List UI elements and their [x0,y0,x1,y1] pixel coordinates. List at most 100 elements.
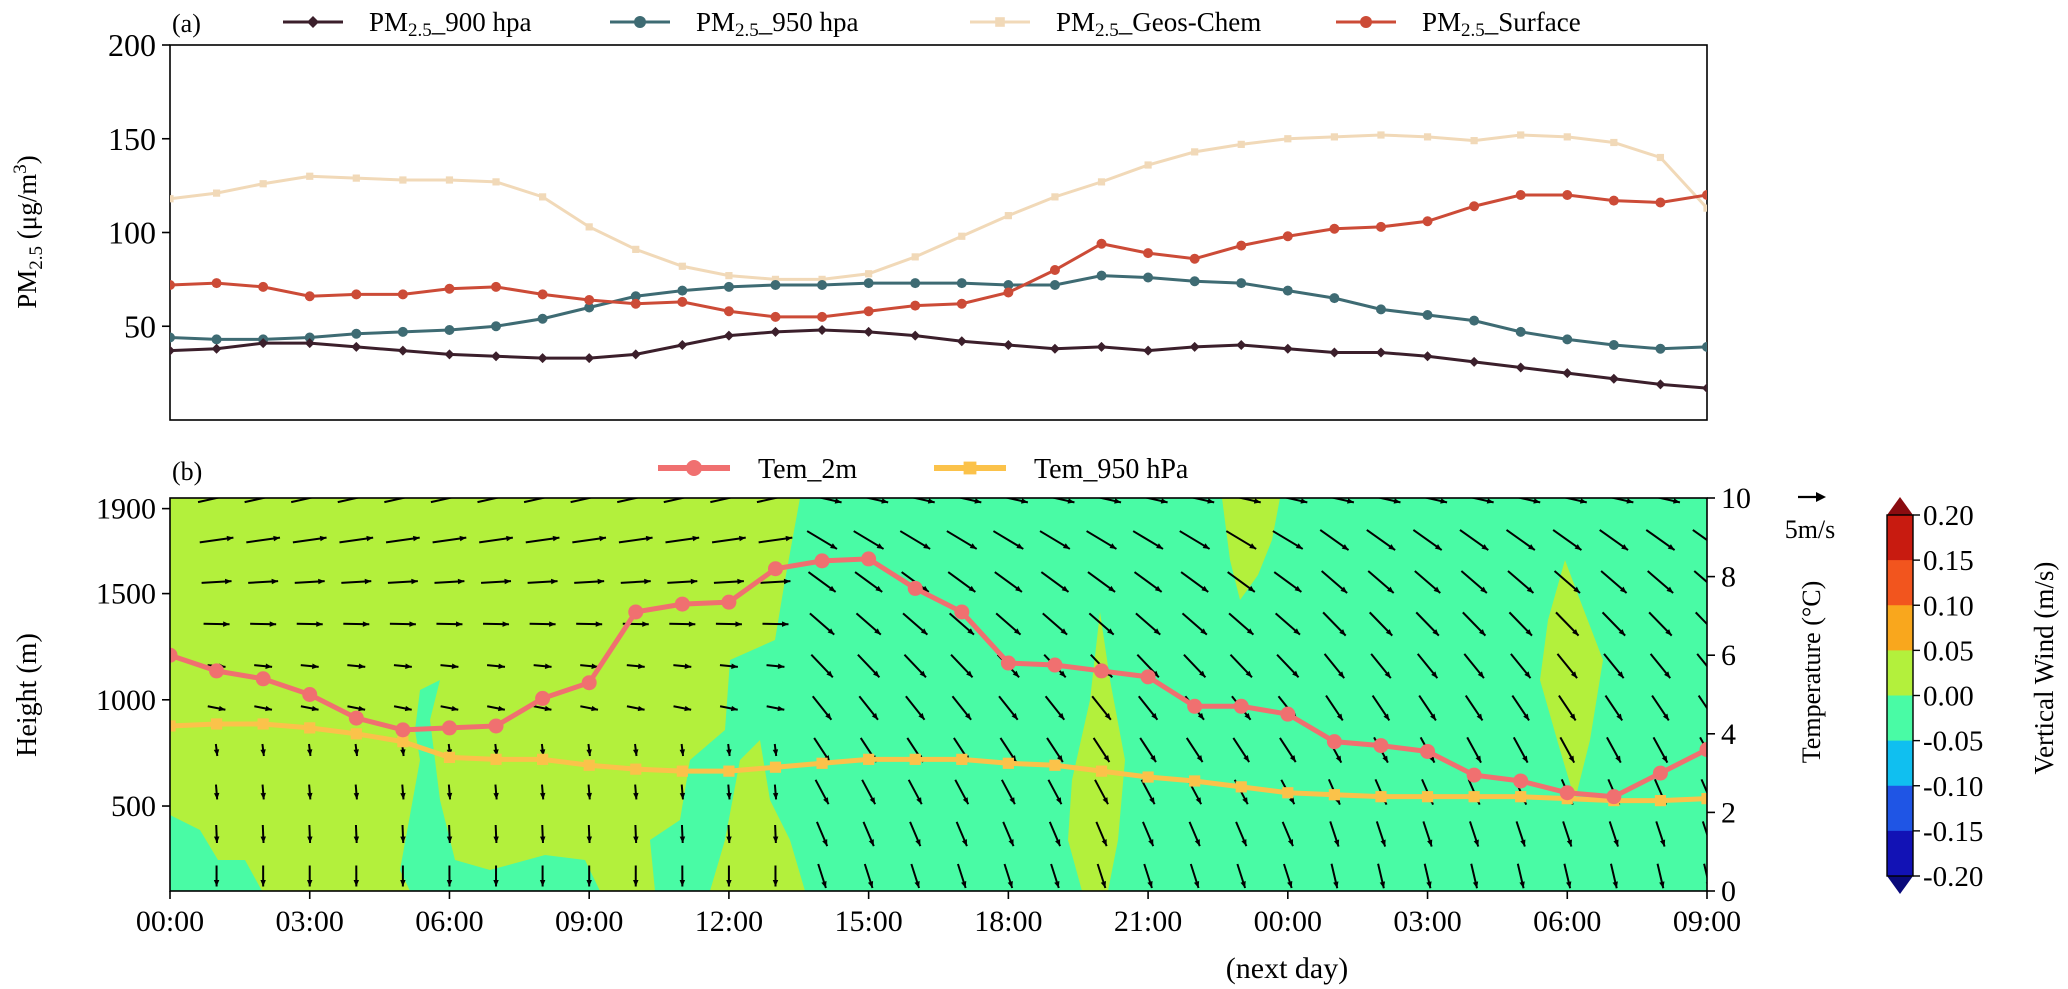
colorbar-tick-label: 0.00 [1923,681,1974,713]
colorbar-tick-label: -0.15 [1923,816,1983,848]
series-line [170,133,1707,281]
wind-arrow [580,705,599,712]
data-point [351,341,362,352]
wind-arrow [1228,612,1255,636]
data-point [723,765,735,777]
wind-arrow [772,824,779,844]
wind-arrow [858,695,879,721]
wind-arrow [1645,529,1676,551]
data-point [1143,248,1154,259]
series-line [170,556,1707,800]
wind-arrow [353,743,359,757]
data-point [170,280,175,290]
wind-arrow [539,784,546,800]
panel-a: 50 100 150 200 (a) PM2.5 (μg/m3) PM2.5_900 … [10,7,1708,421]
data-point [818,275,826,283]
colorbar-segment [1887,830,1913,877]
data-point [1282,343,1293,354]
data-point [1140,669,1156,685]
data-point [677,340,688,350]
wind-arrow [533,705,552,712]
data-point [910,300,921,311]
x-tick-label: 06:00 [415,905,483,938]
wind-arrow [1371,694,1391,722]
wind-arrow [620,578,651,585]
wind-arrow [477,498,501,504]
legend-entry: Tem_2m [658,454,857,485]
wind-arrow [400,784,406,800]
panel-b-left-axis-label: Height (m) [12,633,43,757]
data-point [1422,216,1433,227]
wind-arrow [1040,571,1070,593]
data-point [584,302,595,313]
wind-arrow [1132,530,1164,550]
wind-arrow [673,705,692,712]
colorbar-tick-label: 0.05 [1923,635,1974,667]
data-point [817,311,828,322]
legend-marker [963,461,977,475]
data-point [492,178,500,186]
wind-arrow [1469,498,1494,504]
wind-arrow [1190,498,1215,504]
data-point [1655,343,1666,354]
wind-arrow [1329,498,1355,504]
x-tick-label: 18:00 [974,905,1042,938]
wind-arrow [440,705,459,712]
wind-arrow [902,612,929,636]
data-point [537,353,548,364]
data-point [630,298,641,309]
wind-arrow [384,498,408,504]
wind-arrow [1604,694,1624,722]
wind-arrow [861,779,877,805]
wind-arrow [1649,653,1672,679]
wind-arrow [903,654,927,678]
wind-arrow [817,863,827,889]
wind-arrow [1181,612,1208,636]
wind-arrow [586,743,592,757]
wind-arrow [260,865,266,887]
data-point [1470,137,1478,145]
x-tick-label: 03:00 [276,905,344,938]
wind-arrow [633,824,639,844]
wind-arrow [905,695,926,721]
data-point [1003,287,1014,298]
data-point [1330,133,1338,141]
wind-arrow [1330,863,1339,889]
wind-arrow [807,571,837,593]
data-point [1515,326,1526,337]
wind-arrow [855,612,882,636]
data-point [302,687,318,702]
wind-arrow [1274,612,1301,636]
wind-arrow [1552,529,1583,551]
panel-a-label: (a) [172,9,201,38]
data-point [1606,789,1622,805]
wind-arrow [525,535,560,544]
wind-arrow [446,784,453,800]
data-point [304,291,315,302]
wind-arrow [1047,779,1063,805]
right-y-tick-label: 8 [1721,561,1736,594]
wind-arrow [254,705,273,712]
wind-arrow [713,578,744,585]
series-PM2.5_Geos-Chem [170,131,1707,283]
data-point [1702,190,1707,200]
wind-arrow [586,865,592,887]
wind-arrow [1189,863,1200,889]
data-point [1189,775,1201,787]
data-point [1236,240,1247,251]
wind-arrow [1279,737,1297,763]
data-point [444,325,455,335]
wind-arrow [479,535,514,544]
wind-arrow [1133,571,1163,593]
wind-arrow [213,743,220,757]
data-point [1096,238,1107,249]
wind-arrow [1003,498,1029,504]
colorbar-tick-label: -0.05 [1923,726,1983,758]
wind-arrow [527,578,558,585]
wind-arrow [1423,863,1432,889]
right-y-tick-label: 4 [1721,718,1736,751]
data-point [1468,791,1480,803]
data-point [817,280,828,290]
wind-arrow [493,865,499,887]
colorbar-extend-bottom [1887,876,1913,894]
